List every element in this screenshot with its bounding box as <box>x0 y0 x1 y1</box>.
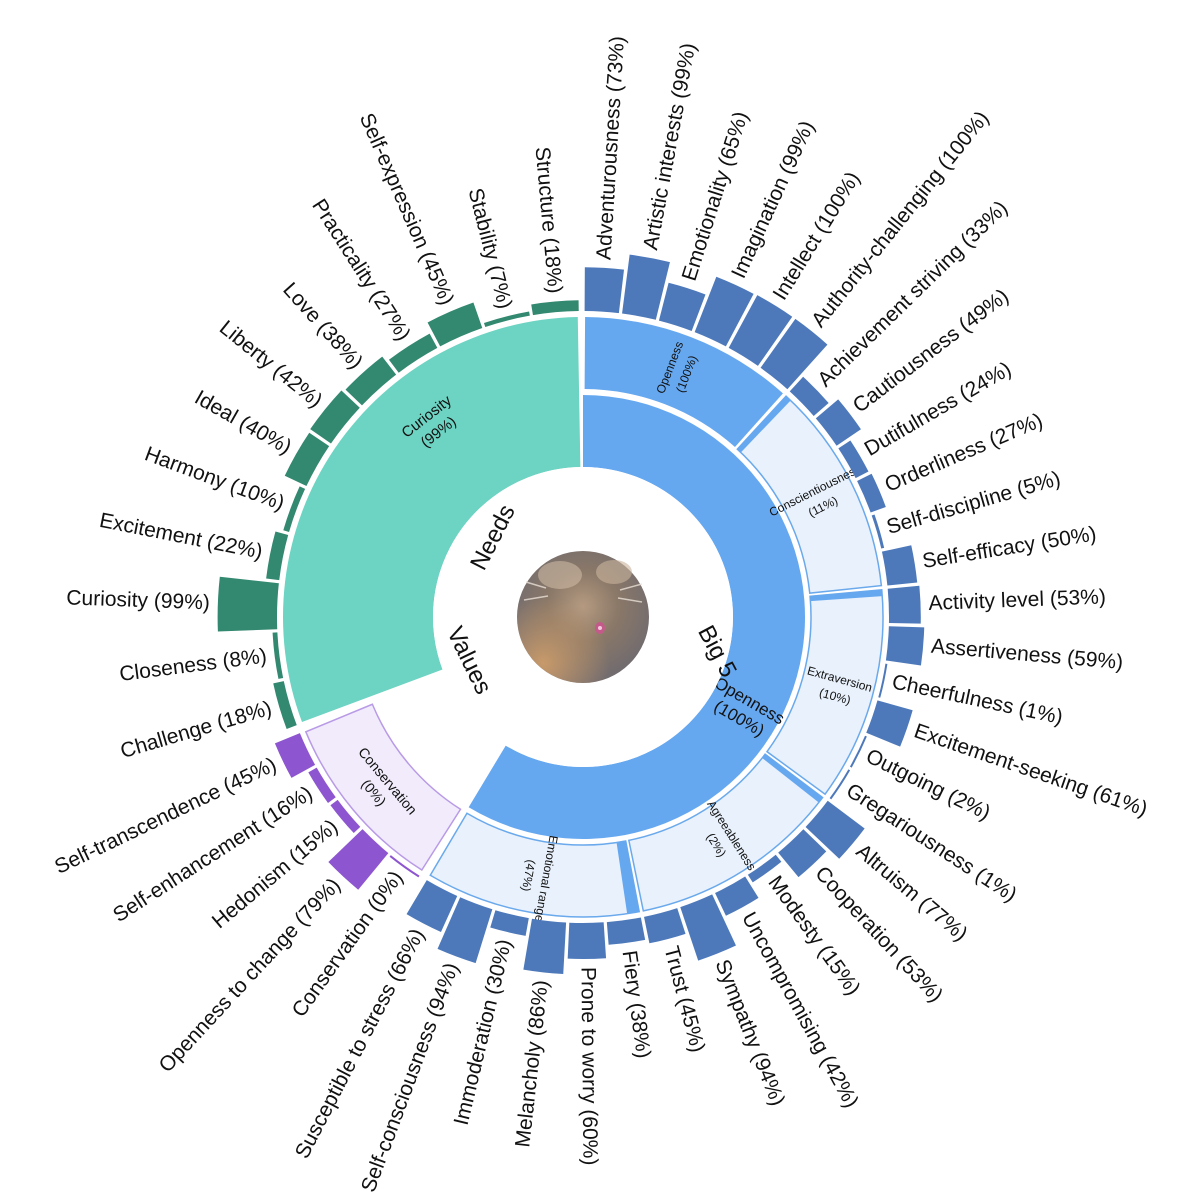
facet-bar-immoderation[interactable] <box>490 910 529 936</box>
facet-bar-authority-challenging[interactable] <box>760 318 828 390</box>
facet-bar-artistic-interests[interactable] <box>622 254 670 320</box>
facet-label-fiery: Fiery (38%) <box>618 949 655 1060</box>
facet-label-self-efficacy: Self-efficacy (50%) <box>921 522 1098 573</box>
trait-openness[interactable]: Openness(100%) <box>584 317 783 448</box>
facet-label-prone-to-worry: Prone to worry (60%) <box>576 967 601 1166</box>
facet-bar-prone-to-worry[interactable] <box>567 922 607 960</box>
facet-label-liberty: Liberty (42%) <box>215 316 327 412</box>
facet-bar-challenge[interactable] <box>273 681 297 729</box>
facet-label-curiosity: Curiosity (99%) <box>66 586 210 614</box>
facet-bar-self-expression[interactable] <box>427 302 483 347</box>
facet-label-stability: Stability (7%) <box>464 186 517 312</box>
facet-label-assertiveness: Assertiveness (59%) <box>930 635 1124 674</box>
facet-bar-self-consciousness[interactable] <box>437 897 493 964</box>
facet-bar-excitement[interactable] <box>266 531 289 581</box>
facet-bar-susceptible-to-stress[interactable] <box>406 880 458 933</box>
trait-arc[interactable] <box>627 753 824 912</box>
facet-bar-activity-level[interactable] <box>887 585 921 624</box>
facet-bar-self-transcendence[interactable] <box>274 733 316 778</box>
facet-bar-harmony[interactable] <box>283 486 306 532</box>
trait-emotional-range[interactable]: Emotional range(47%) <box>429 812 641 923</box>
facet-label-closeness: Closeness (8%) <box>118 645 268 686</box>
trait-score-marker <box>810 589 883 602</box>
trait-arc[interactable] <box>584 317 783 448</box>
center-avatar <box>517 551 649 683</box>
needs-arc[interactable] <box>283 317 581 723</box>
facet-bar-openness-to-change[interactable] <box>328 829 389 890</box>
trait-arc[interactable] <box>765 588 884 796</box>
facet-bar-melancholy[interactable] <box>523 918 567 975</box>
facet-bar-layer <box>217 254 925 975</box>
facet-bar-trust[interactable] <box>644 908 686 944</box>
big5-inner-arc[interactable] <box>468 395 806 839</box>
facet-bar-uncompromising[interactable] <box>715 876 759 916</box>
facet-bar-practicality[interactable] <box>388 333 438 373</box>
facet-bar-adventurousness[interactable] <box>584 267 625 314</box>
facet-label-cautiousness: Cautiousness (49%) <box>849 285 1013 418</box>
facet-bar-imagination[interactable] <box>694 276 754 347</box>
facet-label-ideal: Ideal (40%) <box>191 386 296 459</box>
facet-label-activity-level: Activity level (53%) <box>928 585 1106 614</box>
facet-label-trust: Trust (45%) <box>659 944 709 1055</box>
facet-label-structure: Structure (18%) <box>531 146 567 295</box>
facet-bar-cautiousness[interactable] <box>815 399 861 446</box>
values-center-label: Values <box>441 622 497 698</box>
facet-bar-achievement-striving[interactable] <box>789 376 829 416</box>
facet-bar-curiosity[interactable] <box>217 576 279 632</box>
trait-extraversion[interactable]: Extraversion(10%) <box>765 588 884 796</box>
trait-conscientiousness[interactable]: Conscientiousness(11%) <box>736 395 883 594</box>
facet-bar-dutifulness[interactable] <box>838 440 869 479</box>
facet-label-cheerfulness: Cheerfulness (1%) <box>890 670 1065 729</box>
facet-bar-hedonism[interactable] <box>330 799 361 834</box>
facet-bar-altruism[interactable] <box>805 800 865 859</box>
facet-label-uncompromising: Uncompromising (42%) <box>737 908 863 1111</box>
facet-bar-love[interactable] <box>345 356 397 406</box>
trait-score-marker <box>616 840 640 914</box>
facet-label-artistic-interests: Artistic interests (99%) <box>639 41 700 252</box>
facet-bar-self-discipline[interactable] <box>871 514 885 549</box>
trait-arc[interactable] <box>429 812 641 918</box>
facet-label-melancholy: Melancholy (86%) <box>511 979 553 1149</box>
arc-layer: Openness(100%)Conscientiousness(11%)Extr… <box>283 317 884 923</box>
facet-bar-liberty[interactable] <box>310 390 360 444</box>
facet-bar-self-efficacy[interactable] <box>881 545 918 586</box>
facet-bar-cooperation[interactable] <box>778 829 827 878</box>
facet-bar-cheerfulness[interactable] <box>878 663 888 698</box>
facet-bar-modesty[interactable] <box>747 854 782 883</box>
trait-agreeableness[interactable]: Agreeableness(2%) <box>627 753 824 912</box>
facet-label-immoderation: Immoderation (30%) <box>450 937 516 1127</box>
facet-bar-gregariousness[interactable] <box>829 769 851 800</box>
facet-bar-outgoing[interactable] <box>849 735 867 768</box>
facet-bar-sympathy[interactable] <box>680 894 736 961</box>
inner-ring-edge <box>433 467 733 767</box>
facet-bar-orderliness[interactable] <box>857 473 886 513</box>
facet-bar-excitement-seeking[interactable] <box>866 700 913 747</box>
facet-label-harmony: Harmony (10%) <box>142 442 288 515</box>
facet-bar-structure[interactable] <box>531 300 579 316</box>
facet-label-susceptible-to-stress: Susceptible to stress (66%) <box>291 925 429 1162</box>
facet-bar-conservation[interactable] <box>389 855 420 878</box>
facet-label-cooperation: Cooperation (53%) <box>810 862 947 1007</box>
facet-bar-fiery[interactable] <box>606 917 646 945</box>
facet-label-challenge: Challenge (18%) <box>118 697 275 763</box>
facet-bar-closeness[interactable] <box>272 632 284 679</box>
facet-bar-stability[interactable] <box>483 311 530 328</box>
trait-percent: (47%) <box>519 859 538 893</box>
facet-bar-emotionality[interactable] <box>658 282 706 331</box>
facet-bar-intellect[interactable] <box>728 295 793 366</box>
facet-label-adventurousness: Adventurousness (73%) <box>592 35 629 260</box>
trait-arc[interactable] <box>736 395 883 594</box>
trait-score-marker <box>762 754 823 803</box>
facet-label-self-transcendence: Self-transcendence (45%) <box>51 753 280 879</box>
facet-bar-assertiveness[interactable] <box>885 626 925 666</box>
facet-bar-ideal[interactable] <box>284 432 330 487</box>
facet-label-love: Love (38%) <box>278 278 367 373</box>
values-outer-arc[interactable] <box>304 703 462 872</box>
facet-label-excitement: Excitement (22%) <box>97 509 264 564</box>
trait-score-marker <box>737 396 791 453</box>
facet-bar-self-enhancement[interactable] <box>308 767 336 803</box>
